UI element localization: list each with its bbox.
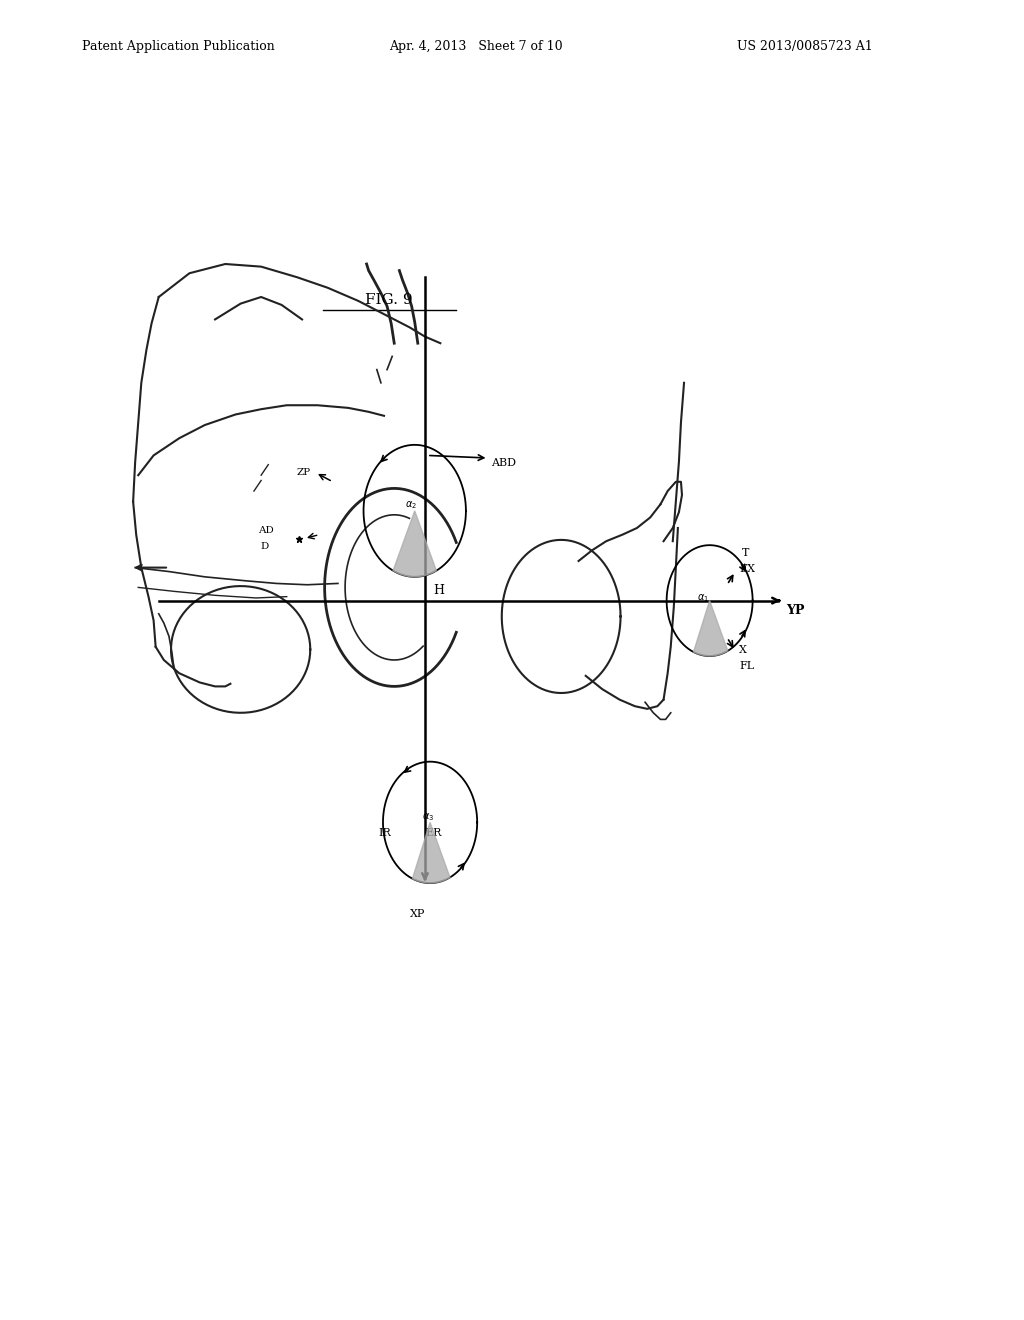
Text: X: X [739,645,748,656]
Text: ABD: ABD [492,458,516,469]
Text: IR: IR [379,828,391,838]
Text: Patent Application Publication: Patent Application Publication [82,40,274,53]
Text: $\alpha_2$: $\alpha_2$ [404,500,417,511]
Text: YP: YP [786,603,805,616]
Wedge shape [393,511,436,577]
Text: XP: XP [410,909,425,920]
Text: ER: ER [425,828,441,838]
Wedge shape [693,601,728,656]
Text: $\alpha_3$: $\alpha_3$ [422,812,434,822]
Text: AD: AD [258,527,273,536]
Text: D: D [260,543,268,552]
Text: FIG. 9: FIG. 9 [366,293,413,306]
Text: H: H [433,583,444,597]
Text: $\alpha_1$: $\alpha_1$ [697,593,710,603]
Text: FL: FL [739,661,755,672]
Wedge shape [413,822,450,883]
Text: ZP: ZP [297,469,311,478]
Text: Apr. 4, 2013   Sheet 7 of 10: Apr. 4, 2013 Sheet 7 of 10 [389,40,563,53]
Text: EX: EX [739,564,756,574]
Text: US 2013/0085723 A1: US 2013/0085723 A1 [737,40,873,53]
Text: T: T [741,548,749,558]
